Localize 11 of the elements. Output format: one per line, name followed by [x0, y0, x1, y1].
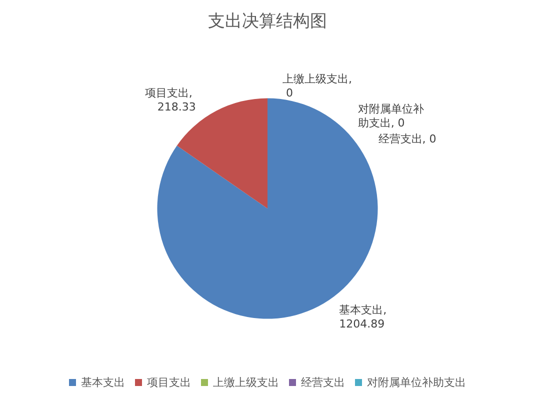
text: 经营支出, 0: [378, 132, 436, 146]
legend-label: 基本支出: [81, 376, 125, 389]
text: 上缴上级支出, 0: [282, 72, 352, 100]
legend-label: 项目支出: [147, 376, 191, 389]
data-label: 项目支出, 218.33: [144, 86, 196, 114]
text: 对附属单位补助支出, 0: [358, 102, 424, 130]
data-label: 基本支出, 1204.89: [339, 303, 390, 330]
legend-label: 对附属单位补助支出: [367, 376, 466, 389]
legend-label: 上缴上级支出: [213, 376, 279, 389]
legend-label: 经营支出: [301, 376, 345, 389]
chart-title: 支出决算结构图: [208, 12, 327, 32]
